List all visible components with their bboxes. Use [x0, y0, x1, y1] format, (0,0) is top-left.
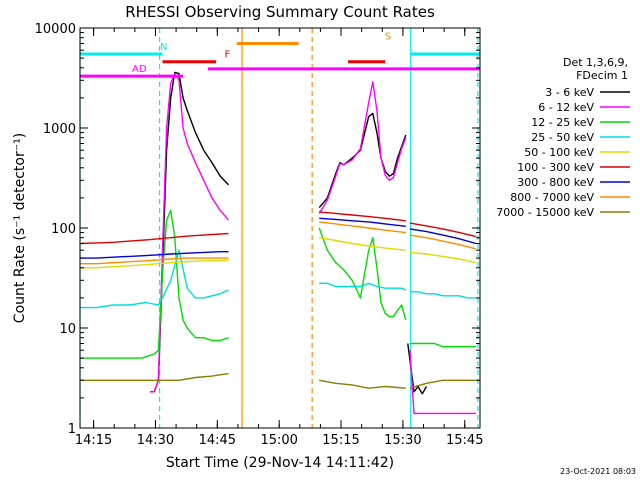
chart-title: RHESSI Observing Summary Count Rates: [125, 3, 435, 21]
series-segment: [409, 291, 476, 299]
flag-label: N: [160, 42, 167, 53]
x-axis-label: Start Time (29-Nov-14 14:11:42): [166, 455, 394, 471]
series-segment: [409, 228, 477, 245]
series-segment: [80, 257, 229, 265]
series-segment: [319, 217, 406, 227]
series-segment: [80, 259, 229, 269]
legend-label: 800 - 7000 keV: [510, 191, 594, 204]
series-segment: [409, 234, 477, 250]
series-50-100-kev: [80, 237, 477, 269]
y-tick-label: 1000: [43, 122, 76, 137]
x-tick-label: 15:30: [384, 433, 421, 448]
flag-bars: N S F AD: [80, 31, 480, 78]
legend: Det 1,3,6,9,FDecim 1 3 - 6 keV 6 - 12 keV 1…: [496, 56, 630, 219]
axes: 14:15 14:30 14:45 15:00 15:15 15:30 15:45 1 10 10…: [35, 22, 484, 448]
series-lines: [80, 71, 477, 415]
legend-label: 12 - 25 keV: [531, 116, 594, 129]
legend-label: 6 - 12 keV: [538, 101, 594, 114]
legend-header: Det 1,3,6,9,: [563, 56, 628, 69]
legend-label: 7000 - 15000 keV: [496, 206, 594, 219]
series-segment: [80, 209, 229, 359]
series-segment: [80, 250, 229, 259]
series-segment: [409, 379, 476, 389]
series-100-300-kev: [80, 211, 477, 245]
series-segment: [409, 222, 477, 238]
series-segment: [319, 221, 406, 234]
x-tick-label: 15:00: [260, 433, 297, 448]
y-tick-label: 10: [59, 322, 76, 337]
flag-label: AD: [132, 64, 147, 75]
series-segment: [409, 350, 476, 415]
x-tick-label: 15:15: [322, 433, 359, 448]
series-segment: [80, 232, 229, 245]
x-tick-label: 14:30: [137, 433, 174, 448]
series-segment: [409, 251, 477, 264]
series-800-7000-kev: [80, 221, 477, 265]
legend-label: 50 - 100 keV: [524, 146, 594, 159]
y-tick-label: 10000: [35, 22, 76, 37]
series-segment: [80, 372, 229, 381]
series-segment: [319, 237, 406, 251]
series-25-50-kev: [80, 249, 476, 309]
flag-label: S: [385, 31, 391, 42]
series-segment: [318, 227, 407, 321]
series-300-800-kev: [80, 217, 477, 259]
series-segment: [409, 342, 476, 348]
x-tick-label: 14:45: [199, 433, 236, 448]
series-segment: [80, 249, 229, 309]
x-tick-label: 14:15: [75, 433, 112, 448]
legend-label: 3 - 6 keV: [545, 86, 594, 99]
series-7000-15000-kev: [80, 372, 476, 389]
series-12-25-kev: [80, 209, 476, 359]
series-segment: [319, 379, 406, 389]
timestamp: 23-Oct-2021 08:03: [560, 467, 636, 476]
legend-label: 25 - 50 keV: [531, 131, 594, 144]
series-segment: [318, 81, 407, 214]
series-segment: [319, 211, 406, 222]
legend-label: 100 - 300 keV: [517, 161, 594, 174]
legend-label: 300 - 800 keV: [517, 176, 594, 189]
series-segment: [319, 282, 407, 291]
y-tick-label: 1: [68, 422, 76, 437]
y-tick-label: 100: [51, 222, 76, 237]
legend-header: FDecim 1: [576, 69, 628, 82]
x-tick-label: 15:45: [446, 433, 483, 448]
y-axis-label: Count Rate (s⁻¹ detector⁻¹): [12, 133, 28, 323]
flag-label: F: [224, 50, 230, 61]
